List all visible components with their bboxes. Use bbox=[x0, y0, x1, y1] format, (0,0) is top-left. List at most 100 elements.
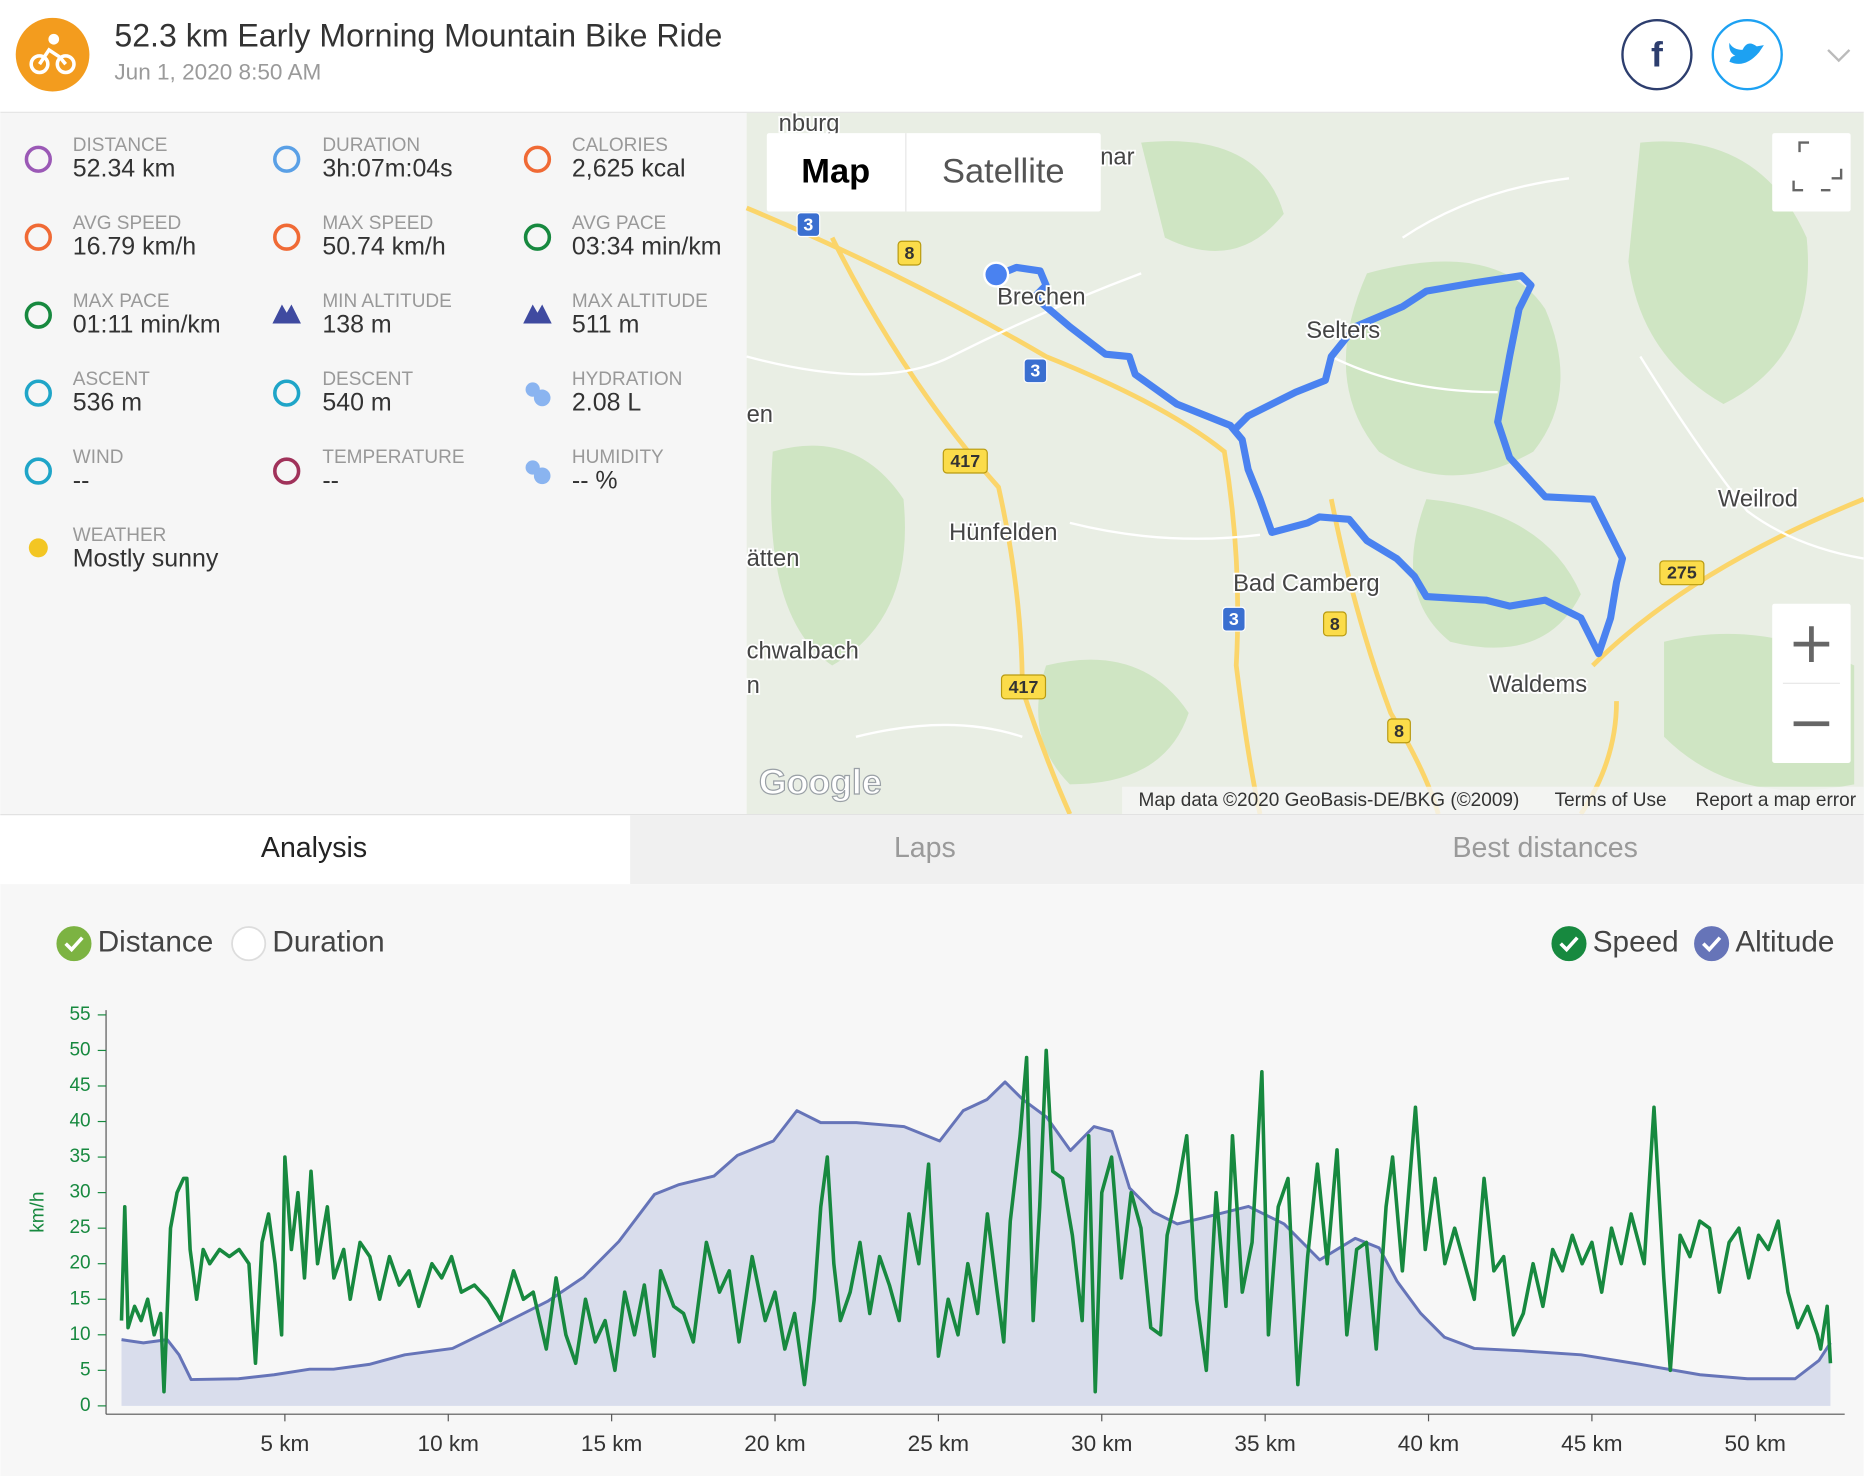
stat-label: DISTANCE bbox=[73, 135, 168, 156]
stat-icon bbox=[533, 467, 551, 485]
stat-value: -- bbox=[73, 466, 90, 494]
stat-value: 540 m bbox=[322, 388, 391, 416]
map-labels: nburg nar Brechen Selters Weilrod Hünfelden Ba… bbox=[745, 108, 1800, 744]
twitter-glyph bbox=[1729, 42, 1764, 64]
expand-chevron[interactable] bbox=[1827, 49, 1851, 63]
activity-icon bbox=[15, 17, 90, 92]
stat-label: WIND bbox=[73, 447, 124, 468]
toggle-check bbox=[64, 936, 84, 953]
place-label: nburg bbox=[779, 110, 840, 137]
report-link[interactable]: Report a map error bbox=[1696, 790, 1857, 811]
stat-icon bbox=[523, 223, 552, 251]
stat-label: AVG SPEED bbox=[73, 213, 181, 234]
stat-icon bbox=[24, 145, 52, 173]
toggle-circle[interactable] bbox=[1551, 926, 1587, 962]
y-tick-label: 10 bbox=[69, 1324, 90, 1345]
place-label: Waldems bbox=[1489, 671, 1587, 698]
toggle-circle[interactable] bbox=[56, 926, 92, 962]
road-number: 8 bbox=[1330, 614, 1340, 634]
terms-link[interactable]: Terms of Use bbox=[1555, 790, 1667, 811]
toggle-circle[interactable] bbox=[1694, 926, 1730, 962]
stat-icon bbox=[24, 457, 52, 485]
place-label: n bbox=[747, 672, 760, 699]
satellite-button[interactable]: Satellite bbox=[942, 153, 1065, 191]
place-label: en bbox=[747, 401, 773, 428]
map-type-control bbox=[766, 133, 1101, 212]
tab-analysis[interactable]: Analysis bbox=[261, 832, 367, 864]
facebook-button[interactable] bbox=[1621, 19, 1693, 91]
stat-label: MAX SPEED bbox=[322, 213, 433, 234]
place-label: nar bbox=[1100, 143, 1134, 170]
stat-label: TEMPERATURE bbox=[322, 447, 464, 468]
map: nburg nar Brechen Selters Weilrod Hünfelden Ba… bbox=[745, 108, 1864, 816]
road-number: 3 bbox=[1229, 609, 1239, 629]
stats-panel bbox=[0, 112, 747, 815]
x-tick-label: 15 km bbox=[581, 1431, 642, 1456]
stat-label: MAX PACE bbox=[73, 291, 170, 312]
altitude-line bbox=[121, 1080, 1832, 1382]
stat-icon bbox=[28, 538, 48, 558]
stat-icon bbox=[24, 379, 52, 407]
y-tick-label: 15 bbox=[69, 1288, 90, 1309]
road-shield bbox=[1221, 606, 1246, 632]
x-mode-toggle[interactable]: Distance bbox=[98, 925, 214, 958]
stat-value: 03:34 min/km bbox=[572, 232, 722, 260]
x-tick-label: 25 km bbox=[908, 1431, 969, 1456]
y-tick-label: 55 bbox=[69, 1004, 90, 1025]
road-number: 3 bbox=[1030, 361, 1040, 381]
stat-value: Mostly sunny bbox=[73, 544, 219, 572]
toggle-check bbox=[1702, 936, 1722, 953]
stat-icon bbox=[273, 145, 301, 173]
place-label: Selters bbox=[1306, 317, 1380, 344]
stat-icon bbox=[24, 301, 52, 329]
stat-label: MAX ALTITUDE bbox=[572, 291, 708, 312]
y-axis-title: km/h bbox=[27, 1192, 48, 1233]
road-shield bbox=[1000, 674, 1047, 700]
stat-label: WEATHER bbox=[73, 525, 167, 546]
x-tick-label: 5 km bbox=[260, 1431, 309, 1456]
stat-value: -- bbox=[322, 466, 339, 494]
road-shield bbox=[1322, 611, 1347, 637]
stat-value: -- % bbox=[572, 466, 618, 494]
y-tick-label: 0 bbox=[80, 1395, 91, 1416]
road-number: 3 bbox=[803, 215, 813, 235]
y-tick-label: 35 bbox=[69, 1146, 90, 1167]
attribution-bar bbox=[1122, 786, 1864, 815]
fullscreen-button[interactable] bbox=[1772, 133, 1851, 212]
stat-label: DURATION bbox=[322, 135, 420, 156]
map-button[interactable]: Map bbox=[801, 153, 870, 191]
legend-label[interactable]: Altitude bbox=[1735, 925, 1834, 958]
x-mode-toggle[interactable]: Duration bbox=[272, 925, 384, 958]
stat-value: 2.08 L bbox=[572, 388, 641, 416]
tab-best-distances[interactable]: Best distances bbox=[1452, 832, 1637, 864]
stat-value: 138 m bbox=[322, 310, 391, 338]
y-tick-label: 40 bbox=[69, 1111, 90, 1132]
map-attribution: Map data ©2020 GeoBasis-DE/BKG (©2009) bbox=[1139, 790, 1520, 811]
place-label: Hünfelden bbox=[949, 519, 1057, 546]
zoom-in-button[interactable] bbox=[1793, 626, 1830, 662]
stat-value: 2,625 kcal bbox=[572, 155, 686, 183]
tab-laps[interactable]: Laps bbox=[894, 832, 956, 864]
stat-label: MIN ALTITUDE bbox=[322, 291, 452, 312]
x-tick-label: 45 km bbox=[1561, 1431, 1622, 1456]
x-tick-label: 40 km bbox=[1398, 1431, 1459, 1456]
stat-value: 50.74 km/h bbox=[322, 232, 445, 260]
route-line bbox=[994, 263, 1627, 658]
place-label: ätten bbox=[747, 545, 800, 572]
inactive-tabs-bg bbox=[630, 815, 1864, 885]
road-number: 8 bbox=[1394, 721, 1404, 741]
stat-value: 16.79 km/h bbox=[73, 232, 196, 260]
road-number: 417 bbox=[1009, 677, 1039, 697]
activity-date: Jun 1, 2020 8:50 AM bbox=[114, 60, 321, 85]
toggle-circle[interactable] bbox=[231, 926, 267, 962]
x-tick-label: 30 km bbox=[1071, 1431, 1132, 1456]
y-tick-label: 20 bbox=[69, 1253, 90, 1274]
place-label: Weilrod bbox=[1718, 486, 1798, 513]
stat-icon bbox=[24, 223, 52, 251]
map-highways bbox=[745, 205, 1864, 816]
stat-icon bbox=[523, 145, 552, 173]
chart: Distance Duration Speed Altitude km/h 0 5 10 15 2… bbox=[27, 925, 1845, 1456]
legend-label[interactable]: Speed bbox=[1593, 925, 1679, 958]
speed-line bbox=[119, 1048, 1833, 1394]
